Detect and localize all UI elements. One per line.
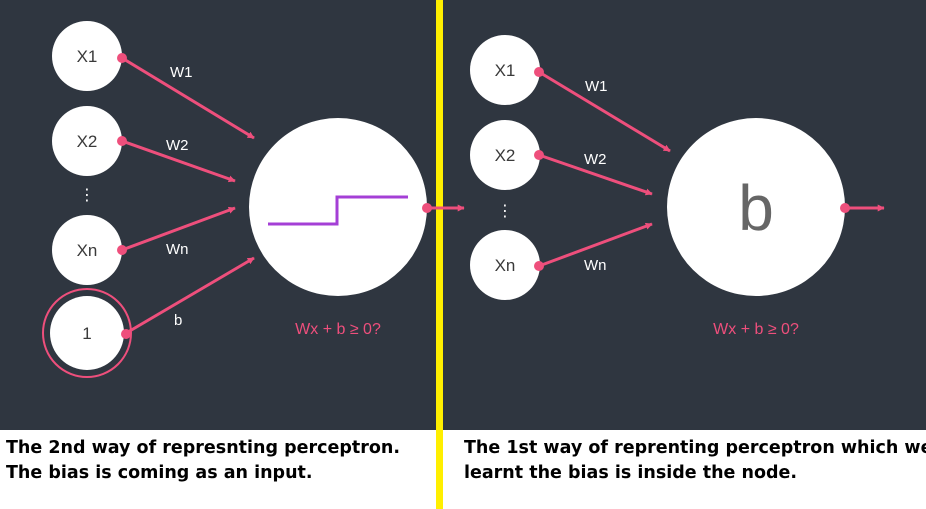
weight-label-w1: W1 [585,78,608,95]
weight-label-w1: W1 [170,64,193,81]
bias-node [50,296,124,370]
edge-xn [121,206,236,252]
edge-x1 [121,56,255,140]
neuron-node [667,118,845,296]
input-label-x2: X2 [495,146,516,165]
caption-line: The bias is coming as an input. [6,463,313,483]
right-caption: The 1st way of reprenting perceptron whi… [464,436,926,486]
dot-x1 [117,53,127,63]
input-node-x2 [52,106,122,176]
weight-label-w2: W2 [166,137,189,154]
edge-x1 [538,70,671,153]
weight-label-wn: Wn [584,257,607,274]
step-function-icon [268,195,408,226]
ellipsis: ⋮ [497,201,513,220]
yellow-divider [436,0,443,509]
caption-line: The 1st way of reprenting perceptron whi… [464,438,926,458]
left-caption: The 2nd way of represnting perceptron. T… [6,436,432,486]
input-label-xn: Xn [495,256,516,275]
caption-line: The 2nd way of represnting perceptron. [6,438,401,458]
dot-output [422,203,432,213]
dot-xn [534,261,544,271]
left-perceptron: X1 X2 Xn 1 ⋮ W1 W2 Wn b Wx + b ≥ 0? [42,21,465,378]
condition-label: Wx + b ≥ 0? [295,321,381,338]
weight-label-wn: Wn [166,241,189,258]
dot-x2 [117,136,127,146]
input-node-x2 [470,120,540,190]
input-node-x1 [52,21,122,91]
caption-line: learnt the bias is inside the node. [464,463,798,483]
input-label-xn: Xn [77,241,98,260]
dot-output [840,203,850,213]
condition-label: Wx + b ≥ 0? [713,321,799,338]
input-node-xn [470,230,540,300]
edge-x2 [538,153,653,196]
dot-x2 [534,150,544,160]
bias-node-ring [42,288,132,378]
input-label-x1: X1 [77,47,98,66]
dot-x1 [534,67,544,77]
dot-xn [117,245,127,255]
right-perceptron: X1 X2 Xn ⋮ W1 W2 Wn b Wx + b ≥ 0? [470,35,885,338]
input-label-x1: X1 [495,61,516,80]
edge-bias [127,256,255,334]
edge-x2 [121,139,236,183]
input-label-bias: 1 [82,324,91,343]
weight-label-w2: W2 [584,151,607,168]
weight-label-b: b [174,312,182,329]
input-node-xn [52,215,122,285]
input-label-x2: X2 [77,132,98,151]
input-node-x1 [470,35,540,105]
edge-xn [538,222,653,268]
dot-bias [121,329,131,339]
perceptron-diagrams: X1 X2 Xn 1 ⋮ W1 W2 Wn b Wx + b ≥ 0? X1 X… [42,21,885,378]
node-bias-label: b [738,172,774,244]
ellipsis: ⋮ [79,185,95,204]
